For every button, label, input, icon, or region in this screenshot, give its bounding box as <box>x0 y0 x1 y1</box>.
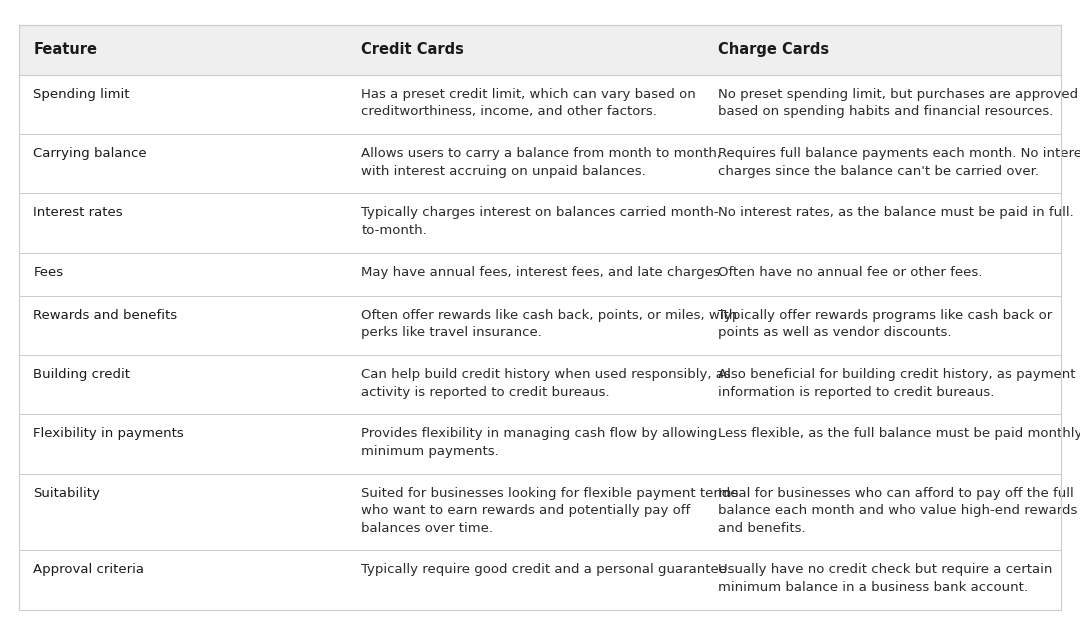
Text: Allows users to carry a balance from month to month,
with interest accruing on u: Allows users to carry a balance from mon… <box>362 147 721 177</box>
Text: Fees: Fees <box>33 266 64 279</box>
Text: Usually have no credit check but require a certain
minimum balance in a business: Usually have no credit check but require… <box>718 563 1053 593</box>
Text: Suitability: Suitability <box>33 487 100 500</box>
Text: Often have no annual fee or other fees.: Often have no annual fee or other fees. <box>718 266 983 279</box>
Text: Charge Cards: Charge Cards <box>718 42 829 57</box>
Text: Flexibility in payments: Flexibility in payments <box>33 427 185 440</box>
Bar <box>19 193 1061 253</box>
Text: No interest rates, as the balance must be paid in full.: No interest rates, as the balance must b… <box>718 207 1075 220</box>
Text: Can help build credit history when used responsibly, as
activity is reported to : Can help build credit history when used … <box>362 368 731 399</box>
Text: Typically require good credit and a personal guarantee.: Typically require good credit and a pers… <box>362 563 731 576</box>
Bar <box>19 474 1061 550</box>
Bar <box>19 134 1061 193</box>
Text: Often offer rewards like cash back, points, or miles, with
perks like travel ins: Often offer rewards like cash back, poin… <box>362 309 738 339</box>
Bar <box>19 414 1061 474</box>
Bar <box>19 355 1061 414</box>
Bar <box>19 253 1061 295</box>
Bar <box>19 295 1061 355</box>
Text: Typically charges interest on balances carried month-
to-month.: Typically charges interest on balances c… <box>362 207 719 237</box>
Text: No preset spending limit, but purchases are approved
based on spending habits an: No preset spending limit, but purchases … <box>718 88 1079 118</box>
Text: Provides flexibility in managing cash flow by allowing
minimum payments.: Provides flexibility in managing cash fl… <box>362 427 718 458</box>
Text: Ideal for businesses who can afford to pay off the full
balance each month and w: Ideal for businesses who can afford to p… <box>718 487 1078 535</box>
Text: Spending limit: Spending limit <box>33 88 130 101</box>
Text: Credit Cards: Credit Cards <box>362 42 464 57</box>
Text: Interest rates: Interest rates <box>33 207 123 220</box>
Text: May have annual fees, interest fees, and late charges.: May have annual fees, interest fees, and… <box>362 266 725 279</box>
Text: Has a preset credit limit, which can vary based on
creditworthiness, income, and: Has a preset credit limit, which can var… <box>362 88 697 118</box>
Text: Suited for businesses looking for flexible payment terms
who want to earn reward: Suited for businesses looking for flexib… <box>362 487 739 535</box>
Text: Feature: Feature <box>33 42 97 57</box>
Bar <box>19 25 1061 75</box>
Text: Requires full balance payments each month. No interest
charges since the balance: Requires full balance payments each mont… <box>718 147 1080 177</box>
Text: Carrying balance: Carrying balance <box>33 147 147 160</box>
Bar <box>19 75 1061 134</box>
Bar <box>19 550 1061 610</box>
Text: Rewards and benefits: Rewards and benefits <box>33 309 177 322</box>
Text: Less flexible, as the full balance must be paid monthly.: Less flexible, as the full balance must … <box>718 427 1080 440</box>
Text: Approval criteria: Approval criteria <box>33 563 145 576</box>
Text: Typically offer rewards programs like cash back or
points as well as vendor disc: Typically offer rewards programs like ca… <box>718 309 1053 339</box>
Text: Building credit: Building credit <box>33 368 131 381</box>
Text: Also beneficial for building credit history, as payment
information is reported : Also beneficial for building credit hist… <box>718 368 1076 399</box>
